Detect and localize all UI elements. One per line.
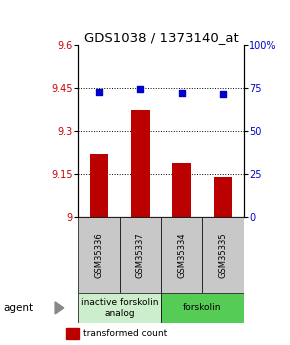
Text: agent: agent — [3, 303, 33, 313]
Text: GSM35334: GSM35334 — [177, 233, 186, 278]
Point — [179, 90, 184, 96]
Text: GSM35336: GSM35336 — [95, 233, 104, 278]
Bar — [119, 217, 161, 293]
Text: transformed count: transformed count — [83, 329, 167, 338]
Point — [221, 91, 225, 97]
Bar — [214, 177, 232, 217]
Text: GSM35337: GSM35337 — [136, 233, 145, 278]
Bar — [172, 163, 191, 217]
Bar — [202, 217, 244, 293]
Bar — [161, 293, 244, 323]
Bar — [66, 328, 79, 338]
Point — [97, 89, 101, 95]
Bar — [78, 293, 161, 323]
Bar — [78, 217, 119, 293]
Polygon shape — [55, 302, 64, 314]
Text: GSM35335: GSM35335 — [218, 233, 227, 278]
Bar — [161, 217, 202, 293]
Text: forskolin: forskolin — [183, 303, 222, 313]
Point — [138, 87, 143, 92]
Text: inactive forskolin
analog: inactive forskolin analog — [81, 298, 158, 318]
Bar — [90, 154, 108, 217]
Title: GDS1038 / 1373140_at: GDS1038 / 1373140_at — [84, 31, 238, 44]
Bar — [131, 109, 150, 217]
